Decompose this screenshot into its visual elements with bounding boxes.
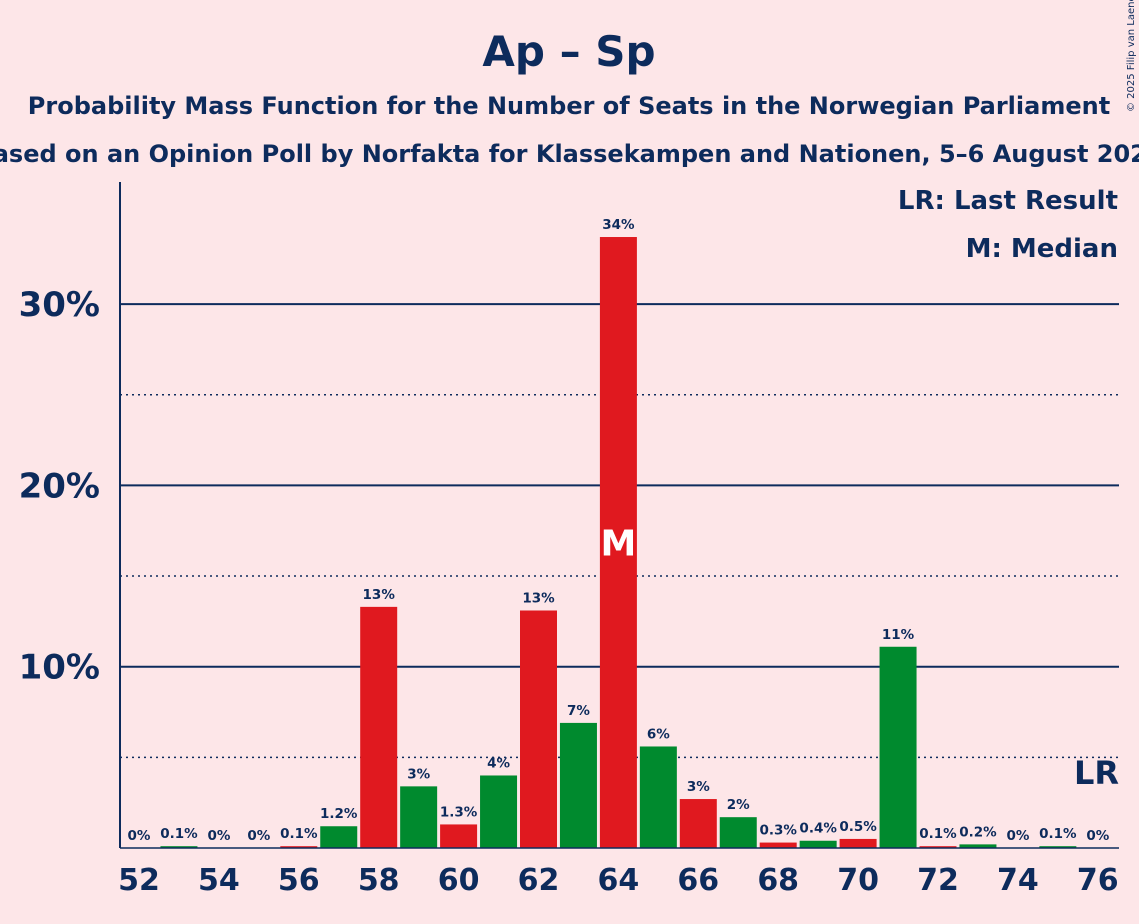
x-tick-label: 62: [518, 863, 560, 898]
data-label-63: 7%: [567, 703, 590, 719]
bar-63: [559, 722, 597, 848]
bar-65: [639, 746, 677, 848]
y-axis-ticks: 10% 20% 30%: [19, 285, 100, 688]
x-tick-label: 56: [278, 863, 320, 898]
data-label-66: 3%: [687, 779, 710, 795]
x-tick-label: 58: [358, 863, 400, 898]
legend-last-result: LR: Last Result: [898, 186, 1118, 216]
data-label-64: 34%: [602, 217, 635, 233]
data-label-57: 1.2%: [320, 806, 358, 822]
x-tick-label: 68: [757, 863, 799, 898]
bar-60: [440, 824, 478, 848]
last-result-marker: LR: [1074, 754, 1119, 792]
x-tick-label: 54: [198, 863, 240, 898]
bar-71: [879, 646, 917, 848]
chart-subtitle: Probability Mass Function for the Number…: [28, 92, 1110, 120]
data-label-76: 0%: [1086, 828, 1109, 844]
data-label-52: 0%: [128, 828, 151, 844]
x-tick-label: 66: [677, 863, 719, 898]
bar-61: [480, 775, 518, 848]
chart-source: Based on an Opinion Poll by Norfakta for…: [0, 140, 1139, 168]
y-tick-label: 10%: [19, 648, 100, 688]
data-label-62: 13%: [522, 590, 555, 606]
x-tick-label: 74: [997, 863, 1039, 898]
data-label-68: 0.3%: [759, 823, 797, 839]
y-tick-label: 20%: [19, 466, 100, 506]
data-label-53: 0.1%: [160, 826, 198, 842]
bar-69: [799, 840, 837, 848]
data-label-69: 0.4%: [799, 821, 837, 837]
x-axis-ticks: 52 54 56 58 60 62 64 66 68 70 72 74 76: [118, 863, 1119, 898]
bar-58: [360, 606, 398, 848]
bar-66: [679, 799, 717, 848]
data-label-74: 0%: [1006, 828, 1029, 844]
data-label-71: 11%: [882, 627, 915, 643]
bar-70: [839, 838, 877, 848]
median-marker: M: [600, 524, 636, 565]
x-tick-label: 60: [438, 863, 480, 898]
data-label-54: 0%: [207, 828, 230, 844]
legend-median: M: Median: [966, 234, 1118, 264]
bar-68: [759, 842, 797, 848]
x-tick-label: 52: [118, 863, 160, 898]
data-label-56: 0.1%: [280, 826, 318, 842]
bar-75: [1039, 846, 1077, 848]
data-label-67: 2%: [727, 797, 750, 813]
data-label-60: 1.3%: [440, 804, 478, 820]
bar-57: [320, 826, 358, 848]
data-label-61: 4%: [487, 755, 510, 771]
data-label-73: 0.2%: [959, 824, 997, 840]
bars: [160, 237, 1077, 849]
chart-title: Ap – Sp: [482, 27, 655, 76]
bar-53: [160, 846, 198, 848]
bar-67: [719, 817, 757, 848]
x-tick-label: 64: [598, 863, 640, 898]
bar-59: [400, 786, 438, 848]
y-tick-label: 30%: [19, 285, 100, 325]
data-label-70: 0.5%: [839, 819, 877, 835]
x-tick-label: 76: [1077, 863, 1119, 898]
data-label-65: 6%: [647, 726, 670, 742]
data-label-55: 0%: [247, 828, 270, 844]
data-label-59: 3%: [407, 766, 430, 782]
bar-72: [919, 846, 957, 848]
x-tick-label: 72: [917, 863, 959, 898]
data-label-58: 13%: [363, 587, 396, 603]
data-label-72: 0.1%: [919, 826, 957, 842]
data-labels: 0% 0.1% 0% 0% 0.1%1.2%13%3%1.3%4%13%7%34%6%3…: [128, 217, 1110, 844]
bar-64: [599, 237, 637, 849]
bar-62: [520, 610, 557, 848]
bar-73: [959, 844, 997, 848]
x-tick-label: 70: [837, 863, 879, 898]
copyright-note: © 2025 Filip van Laenen: [1126, 0, 1137, 112]
bar-56: [280, 846, 318, 848]
data-label-75: 0.1%: [1039, 826, 1077, 842]
